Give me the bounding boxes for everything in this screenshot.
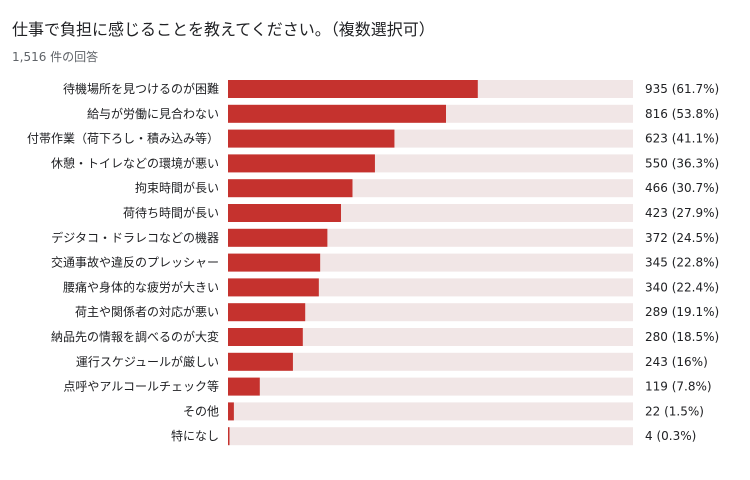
- category-label: 給与が労働に見合わない: [87, 106, 219, 121]
- bar-track: [228, 352, 633, 371]
- bar[interactable]: [228, 253, 321, 272]
- value-label: 22 (1.5%): [645, 404, 704, 418]
- bar[interactable]: [228, 228, 328, 247]
- category-label: 荷待ち時間が長い: [123, 205, 219, 220]
- bar-track: [228, 328, 633, 346]
- category-label: その他: [183, 404, 219, 418]
- bar-track: [228, 427, 633, 446]
- bar[interactable]: [228, 303, 306, 322]
- category-label: 交通事故や違反のプレッシャー: [51, 255, 219, 270]
- bar-track: [228, 278, 633, 297]
- bar[interactable]: [228, 154, 375, 173]
- bar[interactable]: [228, 352, 293, 371]
- bar[interactable]: [228, 104, 446, 123]
- category-label: 待機場所を見つけるのが困難: [63, 81, 219, 96]
- value-label: 550 (36.3%): [645, 156, 719, 170]
- bar[interactable]: [228, 80, 478, 98]
- category-label: 拘束時間が長い: [135, 180, 219, 195]
- bar-track: [228, 228, 633, 247]
- response-count: 1,516 件の回答: [12, 50, 99, 64]
- bar[interactable]: [228, 204, 342, 222]
- bar[interactable]: [228, 427, 230, 446]
- bar[interactable]: [228, 377, 260, 396]
- value-label: 4 (0.3%): [645, 429, 696, 443]
- category-label: デジタコ・ドラレコなどの機器: [51, 230, 219, 245]
- value-label: 816 (53.8%): [645, 107, 719, 121]
- value-label: 935 (61.7%): [645, 82, 719, 96]
- category-label: 納品先の情報を調べるのが大変: [51, 329, 219, 344]
- value-label: 340 (22.4%): [645, 280, 719, 294]
- bar[interactable]: [228, 402, 234, 421]
- value-label: 345 (22.8%): [645, 256, 719, 270]
- value-label: 289 (19.1%): [645, 305, 719, 319]
- category-label: 腰痛や身体的な疲労が大きい: [63, 279, 219, 294]
- category-label: 付帯作業（荷下ろし・積み込み等）: [27, 131, 219, 146]
- category-label: 運行スケジュールが厳しい: [76, 354, 219, 369]
- value-label: 423 (27.9%): [645, 206, 719, 220]
- category-label: 荷主や関係者の対応が悪い: [75, 304, 219, 319]
- bar[interactable]: [228, 278, 319, 297]
- bar-track: [228, 402, 633, 421]
- bar[interactable]: [228, 179, 353, 198]
- value-label: 466 (30.7%): [645, 181, 719, 195]
- bar-track: [228, 253, 633, 272]
- value-label: 119 (7.8%): [645, 380, 712, 394]
- bar[interactable]: [228, 328, 303, 346]
- value-label: 243 (16%): [645, 355, 708, 369]
- bar-track: [228, 377, 633, 396]
- value-label: 280 (18.5%): [645, 330, 719, 344]
- chart-title: 仕事で負担に感じることを教えてください。（複数選択可）: [12, 20, 435, 39]
- category-label: 休憩・トイレなどの環境が悪い: [51, 155, 219, 170]
- category-label: 特になし: [171, 428, 219, 443]
- value-label: 372 (24.5%): [645, 231, 719, 245]
- value-label: 623 (41.1%): [645, 132, 719, 146]
- bar[interactable]: [228, 129, 395, 148]
- category-label: 点呼やアルコールチェック等: [63, 380, 219, 394]
- bar-track: [228, 303, 633, 322]
